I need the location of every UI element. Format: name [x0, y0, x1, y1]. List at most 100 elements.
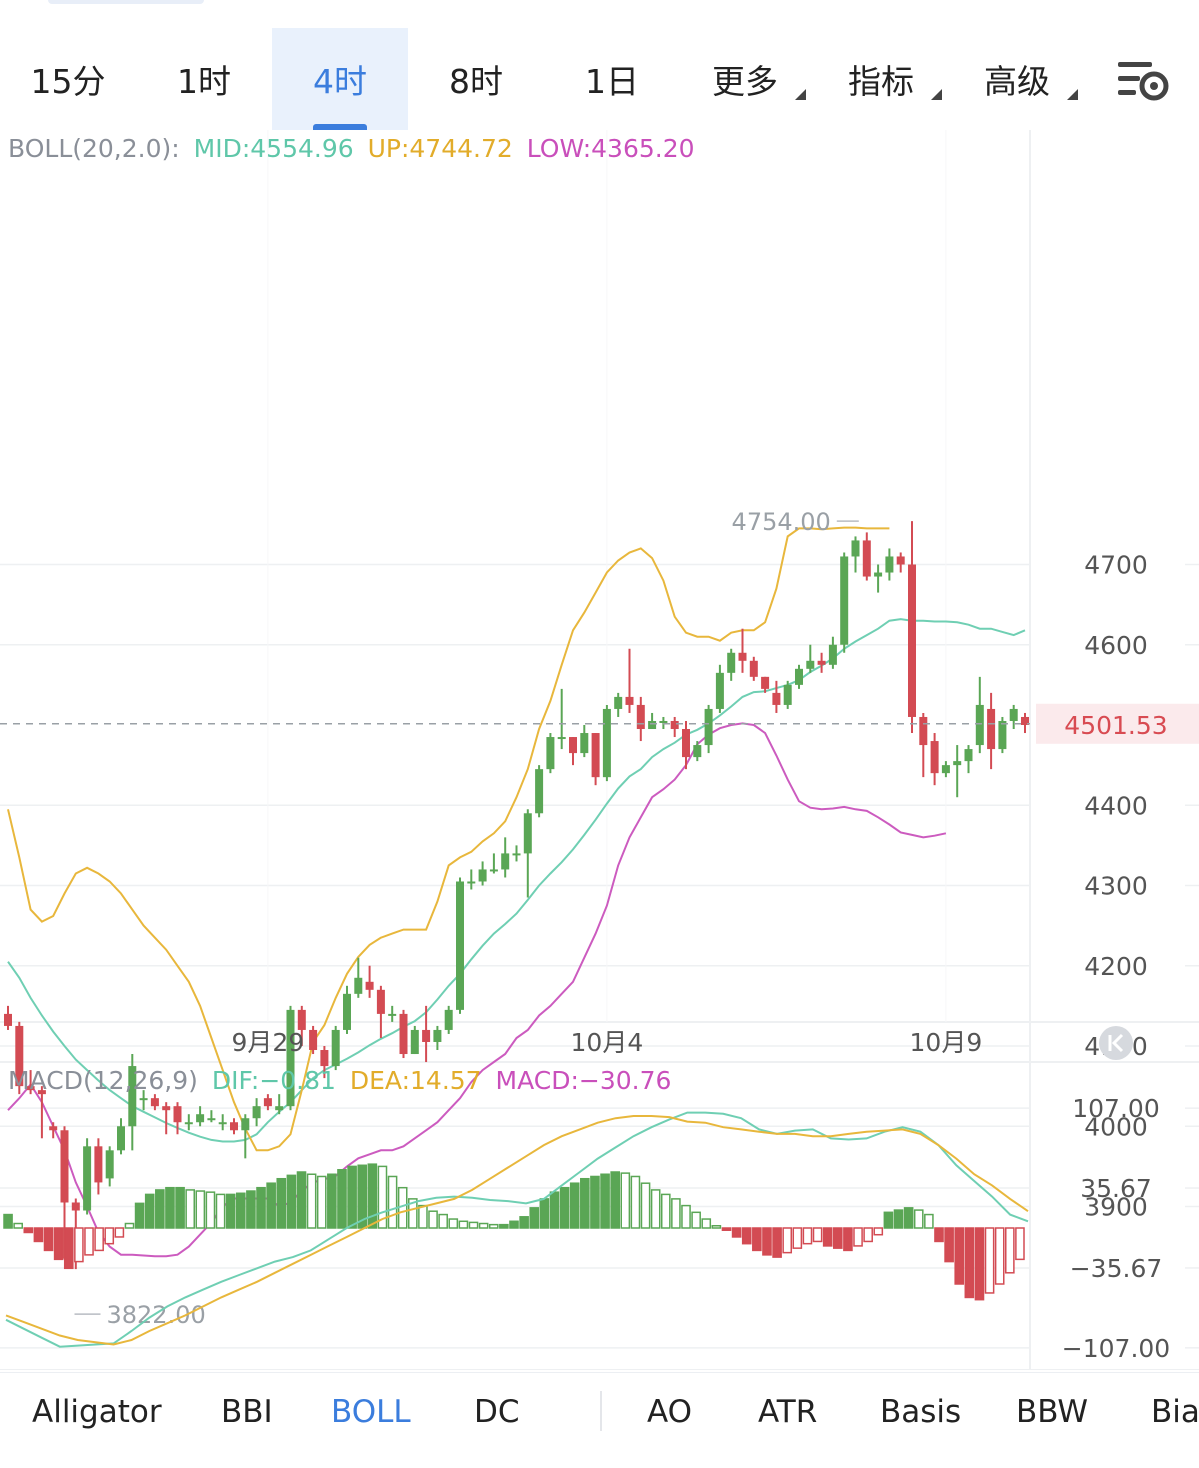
macd-bar-negative [84, 1227, 94, 1256]
timeframe-label: 8时 [449, 62, 503, 101]
boll-up: UP:4744.72 [368, 134, 513, 163]
indicators-dropdown[interactable]: 指标 [816, 28, 946, 130]
more-label: 更多 [712, 62, 778, 101]
tab-divider [600, 1391, 602, 1431]
macd-bar-negative [33, 1227, 44, 1243]
timeframe-8h[interactable]: 8时 [408, 28, 544, 130]
indicator-bbw[interactable]: BBW [1016, 1373, 1088, 1451]
candle-down [761, 676, 770, 689]
chart-area[interactable]: 4501.53 4754.00 3822.00 4700 4600 4400 4300 42… [0, 130, 1199, 1370]
macd-bar-positive [3, 1213, 13, 1229]
price-markers: 4501.53 4754.00 3822.00 [0, 508, 1199, 1329]
candle-down [919, 716, 928, 746]
macd-bar-positive [640, 1182, 651, 1229]
candle-up [941, 765, 950, 774]
macd-bar-positive [387, 1175, 398, 1229]
indicator-dc[interactable]: DC [474, 1373, 520, 1451]
macd-bar-negative [832, 1227, 843, 1249]
time-axis: 9月29 10月4 10月9 [232, 1026, 1133, 1060]
candle-down [26, 1086, 35, 1091]
macd-bar-positive [155, 1189, 165, 1229]
candle-up [874, 572, 883, 577]
macd-bar-positive [499, 1223, 509, 1229]
high-price-label: 4754.00 [732, 508, 831, 536]
candle-down [682, 729, 690, 758]
candle-down [37, 1090, 46, 1095]
macd-bar-positive [681, 1204, 691, 1229]
macd-bar-negative [934, 1227, 944, 1243]
indicator-bbi[interactable]: BBI [221, 1373, 273, 1451]
macd-bar-negative [74, 1227, 84, 1263]
timeframe-1d[interactable]: 1日 [544, 28, 680, 130]
macd-bar-negative [792, 1227, 803, 1249]
candle-up [501, 853, 510, 870]
macd-bar-negative [954, 1227, 965, 1285]
macd-bar-positive [671, 1198, 681, 1229]
candle-up [523, 813, 532, 854]
candle-down [49, 1126, 58, 1131]
macd-bar-positive [276, 1177, 287, 1229]
macd-bar-negative [812, 1227, 823, 1243]
macd-tick-label: 107.00 [1072, 1094, 1159, 1123]
candle-down [309, 1029, 318, 1051]
indicator-label: BBI [221, 1394, 273, 1430]
macd-bar-positive [185, 1189, 196, 1229]
indicator-boll[interactable]: BOLL [331, 1373, 411, 1451]
boll-name: BOLL(20,2.0): [8, 134, 180, 163]
boll-up-line [7, 526, 890, 1152]
candle-up [648, 720, 657, 730]
macd-bar-negative [63, 1227, 74, 1270]
price-chart[interactable]: 4501.53 4754.00 3822.00 4700 4600 4400 4300 42… [0, 130, 1199, 1370]
macd-bar-positive [256, 1186, 266, 1229]
candle-up [580, 733, 589, 754]
timeframe-label: 4时 [313, 62, 367, 101]
time-tick-label: 10月9 [910, 1028, 983, 1057]
indicator-bias[interactable]: Bias [1151, 1373, 1199, 1451]
candle-down [4, 1013, 12, 1026]
candle-down [636, 704, 645, 730]
indicator-label: AO [647, 1394, 693, 1430]
scroll-latest-button[interactable] [1099, 1026, 1133, 1060]
macd-bar-positive [215, 1193, 226, 1229]
indicator-alligator[interactable]: Alligator [32, 1373, 162, 1451]
macd-bar-positive [316, 1175, 327, 1229]
macd-bar-positive [225, 1193, 236, 1229]
macd-bar-positive [559, 1186, 570, 1229]
active-tab-indicator [313, 124, 367, 130]
chevron-left-icon [1108, 1033, 1124, 1053]
macd-bar-positive [660, 1193, 671, 1229]
indicator-atr[interactable]: ATR [758, 1373, 817, 1451]
timeframe-4h[interactable]: 4时 [272, 28, 408, 130]
macd-bar-positive [195, 1190, 206, 1229]
macd-dif-line [5, 1111, 1029, 1348]
macd-bar-negative [944, 1227, 954, 1263]
chart-settings-icon[interactable] [1116, 56, 1172, 104]
indicator-ao[interactable]: AO [647, 1373, 692, 1451]
candle-up [83, 1146, 92, 1211]
macd-bar-negative [1005, 1227, 1015, 1274]
macd-bar-positive [590, 1175, 600, 1229]
candle-down [94, 1146, 103, 1183]
candle-down [162, 1106, 171, 1111]
indicator-basis[interactable]: Basis [880, 1373, 961, 1451]
candle-down [817, 660, 826, 665]
candle-up [331, 1029, 340, 1067]
price-tick-label: 4200 [1084, 952, 1148, 981]
macd-bar-positive [468, 1221, 479, 1229]
macd-bar-negative [822, 1227, 833, 1247]
advanced-dropdown[interactable]: 高级 [952, 28, 1082, 130]
macd-bar-negative [984, 1227, 995, 1294]
candle-down [569, 737, 577, 754]
time-tick-label: 10月4 [571, 1028, 644, 1057]
timeframe-1h[interactable]: 1时 [136, 28, 272, 130]
more-dropdown[interactable]: 更多 [680, 28, 810, 130]
low-price-label: 3822.00 [107, 1301, 206, 1329]
macd-bar-positive [205, 1191, 216, 1229]
macd-bar-positive [347, 1165, 357, 1229]
macd-bar-positive [306, 1173, 317, 1229]
candle-up [444, 1009, 453, 1030]
timeframe-15m[interactable]: 15分 [0, 28, 136, 130]
candle-down [365, 981, 374, 990]
macd-tick-label: 35.67 [1080, 1174, 1152, 1203]
indicator-tab-bar: Alligator BBI BOLL DC AO ATR Basis BBW B… [0, 1372, 1199, 1468]
